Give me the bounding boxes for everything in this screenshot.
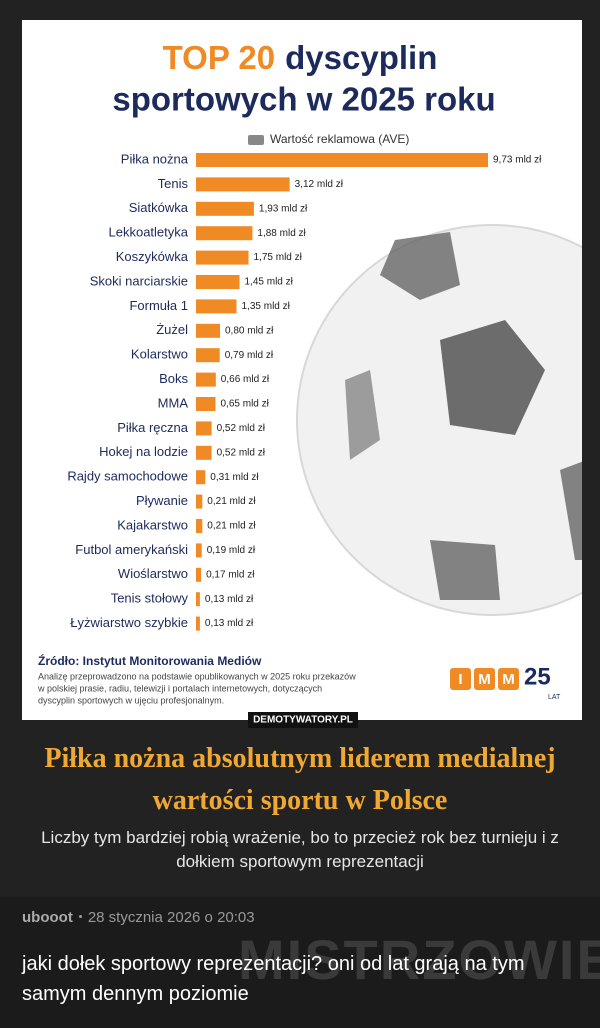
category-label: Wioślarstwo (118, 566, 188, 581)
value-label: 1,45 mld zł (245, 277, 294, 288)
bar (196, 372, 216, 387)
logo-letter: I (458, 671, 462, 688)
value-label: 0,13 mld zł (205, 618, 254, 629)
title-text: dyscyplin (285, 39, 437, 76)
source: Źródło: Instytut Monitorowania Mediów (38, 653, 262, 668)
category-label: Koszykówka (116, 249, 189, 264)
category-label: Kolarstwo (131, 347, 188, 362)
bar (196, 616, 200, 631)
category-label: Rajdy samochodowe (67, 469, 188, 484)
bar (196, 567, 202, 582)
category-label: Formuła 1 (129, 298, 188, 313)
category-label: Boks (159, 371, 188, 386)
bar (196, 299, 237, 314)
bar (196, 177, 290, 192)
value-label: 0,52 mld zł (217, 423, 266, 434)
logo-box (450, 668, 471, 690)
title-line: TOP 20 dyscyplin (163, 39, 438, 76)
site-watermark: MISTRZOWIE (238, 928, 600, 991)
bar (196, 470, 206, 485)
value-label: 1,93 mld zł (259, 203, 308, 214)
watermark: DEMOTYWATORY.PL (253, 715, 353, 726)
category-label: Piłka ręczna (117, 420, 189, 435)
source-note: dyscyplin sportowych w ujęciu profesjona… (38, 695, 224, 705)
bar (196, 519, 203, 533)
logo-letter: M (502, 671, 515, 688)
comment-author[interactable]: ubooot (22, 909, 73, 926)
comment-header: ubooot 28 stycznia 2026 o 20:03 (22, 909, 255, 926)
logo-suffix: LAT (548, 694, 561, 701)
comment-date: 28 stycznia 2026 o 20:03 (87, 909, 255, 926)
bar (196, 592, 200, 607)
post-title: Piłka nożna absolutnym liderem medialnej… (44, 743, 556, 816)
bar (196, 275, 240, 289)
ball (296, 224, 582, 616)
value-label: 0,80 mld zł (225, 325, 274, 336)
value-label: 0,31 mld zł (210, 472, 259, 483)
logo-box (498, 668, 519, 690)
source-note: Analizę przeprowadzono na podstawie opub… (38, 671, 356, 681)
bar (196, 543, 202, 558)
bar (196, 348, 220, 363)
value-label: 0,13 mld zł (205, 594, 254, 605)
separator (78, 915, 82, 918)
logo-number: 25 (524, 663, 551, 690)
value-label: 0,79 mld zł (225, 350, 274, 361)
category-label: Łyżwiarstwo szybkie (70, 615, 188, 630)
post-text: Liczby tym bardziej robią wrażenie, bo t… (41, 828, 559, 871)
value-label: 1,88 mld zł (257, 228, 306, 239)
chart: TOP 20 dyscyplin sportowych w 2025 roku W… (22, 20, 582, 728)
bar (196, 397, 216, 411)
value-label: 0,66 mld zł (221, 374, 270, 385)
category-label: Pływanie (136, 493, 188, 508)
value-label: 1,75 mld zł (254, 252, 303, 263)
source-note: w polskiej prasie, radiu, telewizji i po… (37, 683, 322, 693)
category-label: Tenis (158, 176, 189, 191)
comment-text: jaki dołek sportowy reprezentacji? oni o… (22, 953, 525, 1005)
category-label: MMA (158, 395, 189, 410)
category-label: Kajakarstwo (117, 517, 188, 532)
value-label: 0,21 mld zł (207, 496, 256, 507)
logo-letter: M (478, 671, 491, 688)
legend-icon (248, 135, 264, 145)
bar (196, 201, 254, 216)
category-label: Piłka nożna (121, 151, 189, 166)
category-label: Skoki narciarskie (90, 273, 188, 288)
value-label: 0,65 mld zł (221, 399, 270, 410)
value-label: 0,52 mld zł (217, 447, 266, 458)
value-label: 9,73 mld zł (493, 155, 542, 166)
category-label: Hokej na lodzie (99, 444, 188, 459)
bar (196, 445, 212, 460)
value-label: 0,19 mld zł (207, 545, 256, 556)
logo-box (474, 668, 495, 690)
bar (196, 421, 212, 436)
bar (196, 494, 203, 509)
category-label: Lekkoatletyka (109, 225, 189, 240)
value-label: 0,21 mld zł (207, 521, 256, 532)
value-label: 3,12 mld zł (295, 179, 344, 190)
category-label: Tenis stołowy (111, 591, 189, 606)
category-label: Siatkówka (129, 200, 189, 215)
category-label: Futbol amerykański (75, 542, 188, 557)
watermark-box (248, 712, 358, 728)
bar (196, 250, 249, 265)
comment: MISTRZOWIE ubooot 28 stycznia 2026 o 20:0… (0, 897, 600, 1028)
value-label: 0,17 mld zł (206, 569, 255, 580)
title-highlight: TOP 20 (163, 39, 276, 76)
title-line: sportowych w 2025 roku (112, 81, 495, 118)
bar (196, 226, 253, 241)
bar (196, 323, 221, 338)
value-label: 1,35 mld zł (242, 301, 291, 312)
legend-label: Wartość reklamowa (AVE) (270, 132, 409, 146)
category-label: Żużel (156, 322, 188, 337)
bar (196, 153, 488, 167)
